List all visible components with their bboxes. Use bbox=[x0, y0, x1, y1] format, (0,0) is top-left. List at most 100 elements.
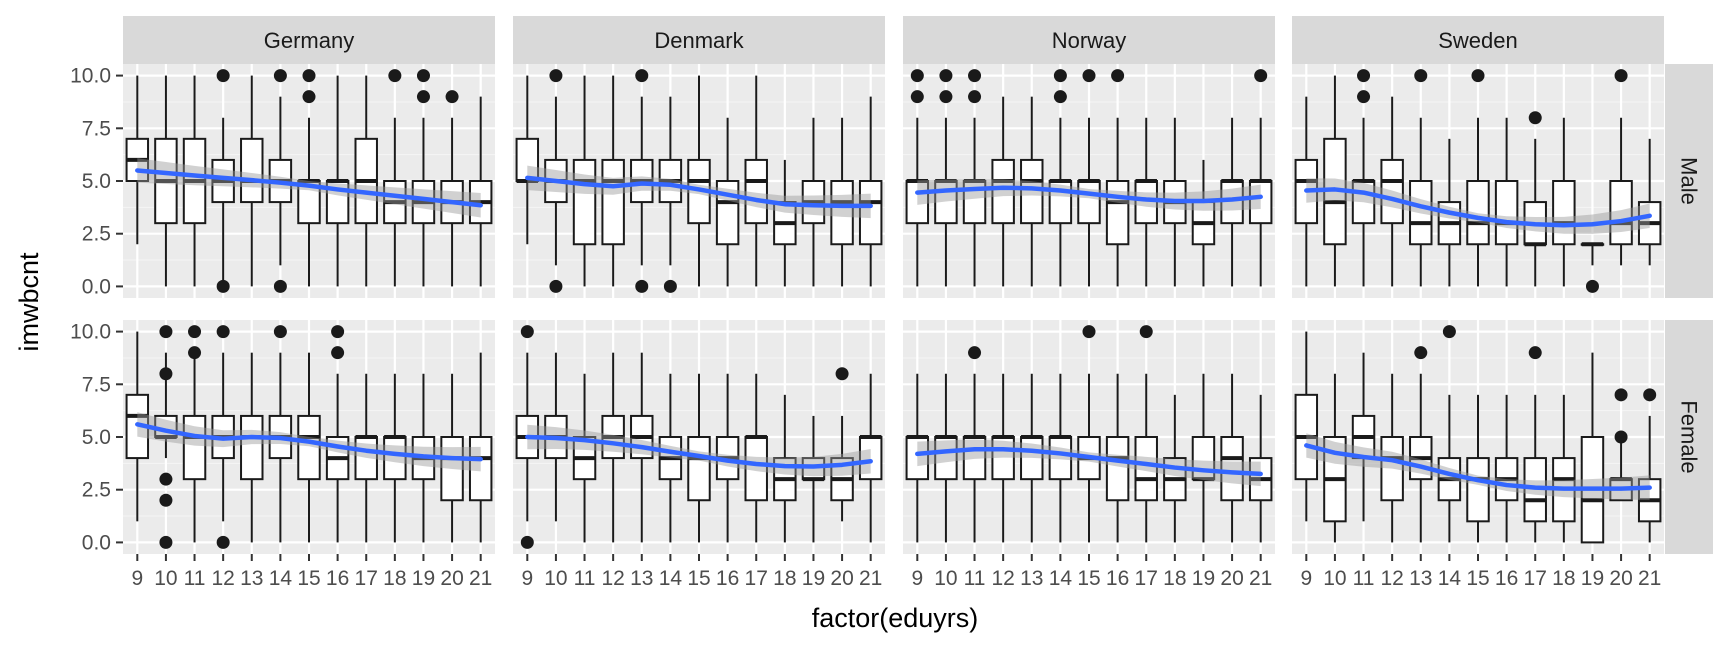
boxplot bbox=[515, 75, 540, 245]
facet-panel bbox=[513, 64, 885, 298]
outlier-point bbox=[159, 493, 173, 507]
x-tick-label: 17 bbox=[1524, 567, 1547, 590]
x-tick-label: 18 bbox=[1163, 567, 1186, 590]
outlier-point bbox=[968, 346, 982, 360]
outlier-point bbox=[1442, 325, 1456, 339]
boxplot bbox=[830, 367, 854, 522]
outlier-point bbox=[1082, 69, 1096, 83]
box-iqr bbox=[1077, 180, 1101, 225]
x-tick-label: 12 bbox=[1380, 567, 1403, 590]
box-iqr bbox=[601, 158, 625, 246]
smooth-confidence-band bbox=[1306, 178, 1650, 234]
x-tick-label: 9 bbox=[521, 567, 533, 590]
facet-strip-label: Norway bbox=[1052, 28, 1127, 53]
boxplot bbox=[830, 117, 854, 287]
box-iqr bbox=[440, 436, 464, 502]
y-tick-label: 7.5 bbox=[82, 373, 111, 396]
outlier-point bbox=[1111, 69, 1125, 83]
boxplot bbox=[1248, 394, 1273, 543]
box-iqr bbox=[240, 414, 264, 481]
outlier-point bbox=[1614, 388, 1628, 402]
x-tick-label: 21 bbox=[469, 567, 492, 590]
outlier-point bbox=[273, 325, 287, 339]
box-iqr bbox=[830, 180, 854, 246]
outlier-point bbox=[910, 90, 924, 104]
smooth-line bbox=[915, 185, 1263, 204]
y-tick-label: 0.0 bbox=[82, 275, 111, 298]
outlier-point bbox=[1643, 388, 1657, 402]
x-tick-label: 21 bbox=[859, 567, 882, 590]
box-iqr bbox=[858, 180, 883, 246]
facet-strip bbox=[513, 16, 885, 64]
facet-panel bbox=[1292, 64, 1664, 298]
boxplot bbox=[1248, 69, 1273, 287]
outlier-point bbox=[188, 346, 202, 360]
outlier-point bbox=[159, 325, 173, 339]
outlier-point bbox=[445, 90, 459, 104]
outlier-point bbox=[1357, 90, 1371, 104]
facet-panel bbox=[513, 320, 885, 554]
boxplot bbox=[687, 373, 711, 543]
x-tick-label: 17 bbox=[745, 567, 768, 590]
x-tick-label: 11 bbox=[964, 567, 986, 590]
smooth-line bbox=[1304, 187, 1652, 228]
x-tick-label: 14 bbox=[269, 567, 293, 590]
x-tick-label: 9 bbox=[131, 567, 143, 590]
smooth-line bbox=[135, 168, 483, 208]
x-tick-label: 20 bbox=[1609, 567, 1632, 590]
boxplot bbox=[468, 352, 493, 543]
boxplot bbox=[1637, 138, 1662, 266]
y-tick-label: 10.0 bbox=[70, 321, 111, 344]
x-tick-label: 18 bbox=[383, 567, 406, 590]
boxplot bbox=[240, 352, 264, 543]
boxplot bbox=[572, 75, 597, 287]
outlier-point bbox=[1357, 69, 1371, 83]
outlier-point bbox=[159, 472, 173, 486]
boxplot bbox=[630, 69, 654, 293]
box-iqr bbox=[1380, 158, 1404, 225]
outlier-point bbox=[939, 69, 953, 83]
outlier-point bbox=[1614, 430, 1628, 444]
y-tick-label: 5.0 bbox=[82, 426, 111, 449]
outlier-point bbox=[273, 279, 287, 293]
x-tick-label: 18 bbox=[773, 567, 796, 590]
outlier-point bbox=[520, 535, 534, 549]
box-iqr bbox=[1494, 180, 1519, 246]
boxplot bbox=[1494, 394, 1519, 543]
outlier-point bbox=[416, 69, 430, 83]
outlier-point bbox=[416, 90, 430, 104]
x-tick-label: 17 bbox=[1135, 567, 1158, 590]
y-tick-label: 7.5 bbox=[82, 117, 111, 140]
x-tick-label: 16 bbox=[1495, 567, 1518, 590]
outlier-point bbox=[1614, 69, 1628, 83]
box-iqr bbox=[1220, 436, 1244, 502]
x-tick-label: 10 bbox=[934, 567, 957, 590]
boxplot bbox=[658, 373, 683, 543]
boxplot bbox=[572, 373, 597, 543]
x-tick-label: 13 bbox=[1409, 567, 1432, 590]
outlier-point bbox=[216, 325, 230, 339]
box-iqr bbox=[687, 436, 711, 502]
boxplot bbox=[383, 69, 407, 287]
y-tick-label: 10.0 bbox=[70, 65, 111, 88]
boxplot bbox=[240, 75, 264, 287]
outlier-point bbox=[1053, 90, 1067, 104]
facet-strip-label: Denmark bbox=[654, 28, 744, 53]
outlier-point bbox=[1053, 69, 1067, 83]
x-tick-label: 19 bbox=[1192, 567, 1215, 590]
outlier-point bbox=[216, 535, 230, 549]
x-tick-label: 14 bbox=[659, 567, 683, 590]
outlier-point bbox=[302, 69, 316, 83]
boxplot bbox=[1191, 159, 1216, 287]
facet-strip bbox=[903, 16, 1275, 64]
boxplot bbox=[1294, 331, 1319, 522]
boxplot bbox=[991, 96, 1015, 287]
smooth-line bbox=[525, 434, 873, 469]
boxplot bbox=[1552, 117, 1576, 287]
boxplot bbox=[744, 75, 768, 287]
facet-strip bbox=[123, 16, 495, 64]
outlier-point bbox=[549, 279, 563, 293]
boxplot bbox=[468, 96, 493, 287]
boxplot bbox=[1134, 117, 1158, 287]
boxplot bbox=[1466, 69, 1490, 287]
